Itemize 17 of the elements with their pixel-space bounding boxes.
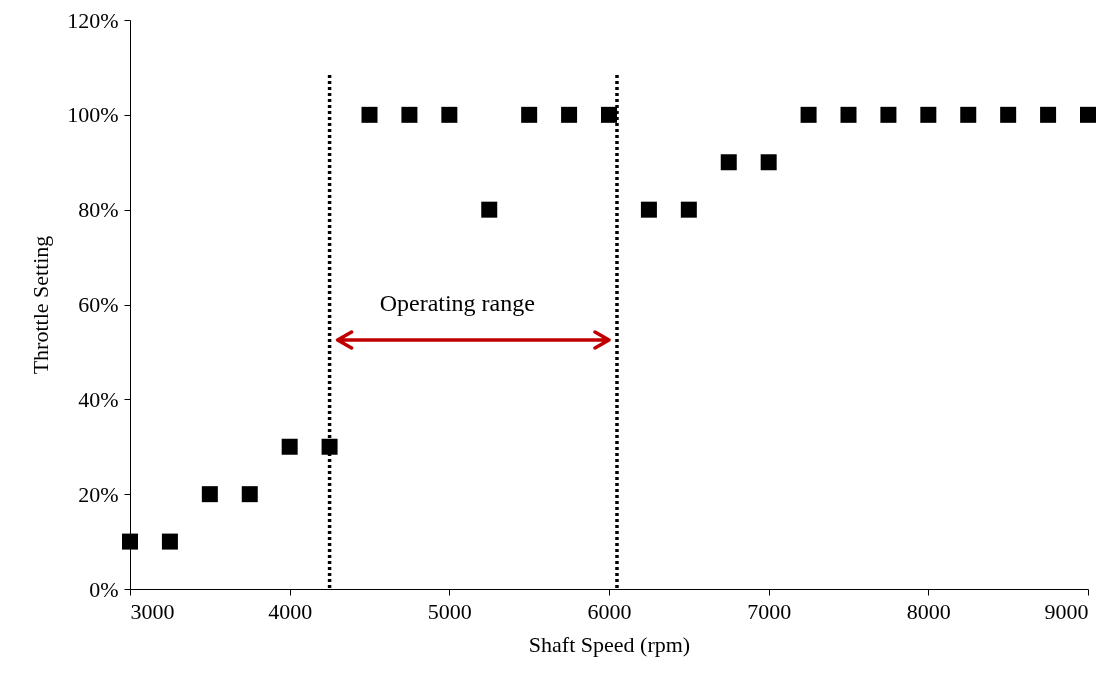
x-tick-label: 5000 <box>427 598 472 624</box>
x-axis-title: Shaft Speed (rpm) <box>528 631 691 657</box>
y-axis-title: Throttle Setting <box>28 235 54 375</box>
x-tick-label: 6000 <box>587 598 632 624</box>
y-tick-label: 100% <box>67 102 119 128</box>
y-tick-label: 0% <box>89 576 119 602</box>
y-tick-label: 40% <box>78 386 119 412</box>
x-tick-label: 9000 <box>1044 598 1089 624</box>
y-tick-label: 20% <box>78 481 119 507</box>
x-tick-label: 8000 <box>906 598 951 624</box>
y-tick-label: 80% <box>78 197 119 223</box>
x-tick-label: 7000 <box>747 598 792 624</box>
x-tick-label: 3000 <box>130 598 175 624</box>
x-tick-label: 4000 <box>268 598 313 624</box>
annotation: Operating range <box>379 290 535 316</box>
y-tick-label: 60% <box>78 292 119 317</box>
y-tick-label: 120% <box>67 7 119 33</box>
